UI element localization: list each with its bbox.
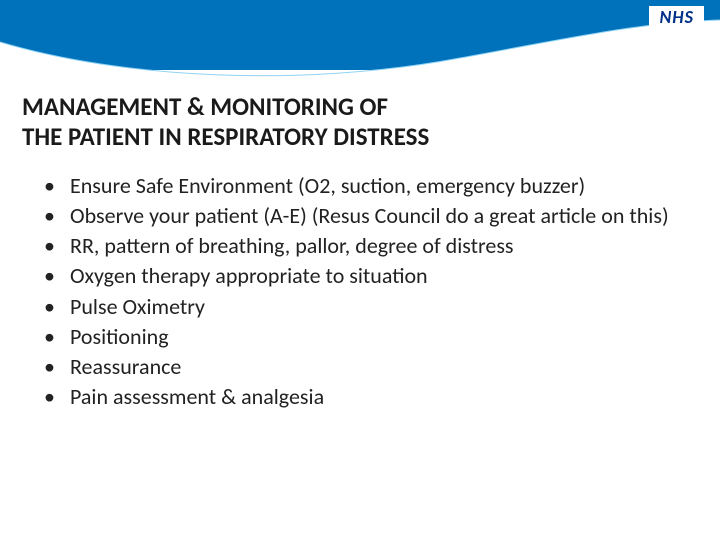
list-item: Reassurance xyxy=(44,353,680,381)
list-item: Pain assessment & analgesia xyxy=(44,383,680,411)
slide: NHS The Leeds Teaching Hospitals NHS Tru… xyxy=(0,0,720,540)
nhs-logo-block: NHS The Leeds Teaching Hospitals NHS Tru… xyxy=(589,6,704,78)
list-item: Oxygen therapy appropriate to situation xyxy=(44,262,680,290)
logo-line-1: The Leeds xyxy=(589,33,704,48)
slide-title: MANAGEMENT & MONITORING OF THE PATIENT I… xyxy=(22,92,698,152)
list-item: Observe your patient (A-E) (Resus Counci… xyxy=(44,202,680,230)
title-line-2: THE PATIENT IN RESPIRATORY DISTRESS xyxy=(22,122,698,152)
nhs-badge: NHS xyxy=(649,6,704,29)
list-item: Pulse Oximetry xyxy=(44,293,680,321)
list-item: Positioning xyxy=(44,323,680,351)
list-item: Ensure Safe Environment (O2, suction, em… xyxy=(44,172,680,200)
title-line-1: MANAGEMENT & MONITORING OF xyxy=(22,92,698,122)
logo-trust-line: NHS Trust xyxy=(589,66,704,78)
logo-line-2: Teaching Hospitals xyxy=(589,48,704,65)
list-item: RR, pattern of breathing, pallor, degree… xyxy=(44,232,680,260)
bullet-list: Ensure Safe Environment (O2, suction, em… xyxy=(44,172,680,413)
